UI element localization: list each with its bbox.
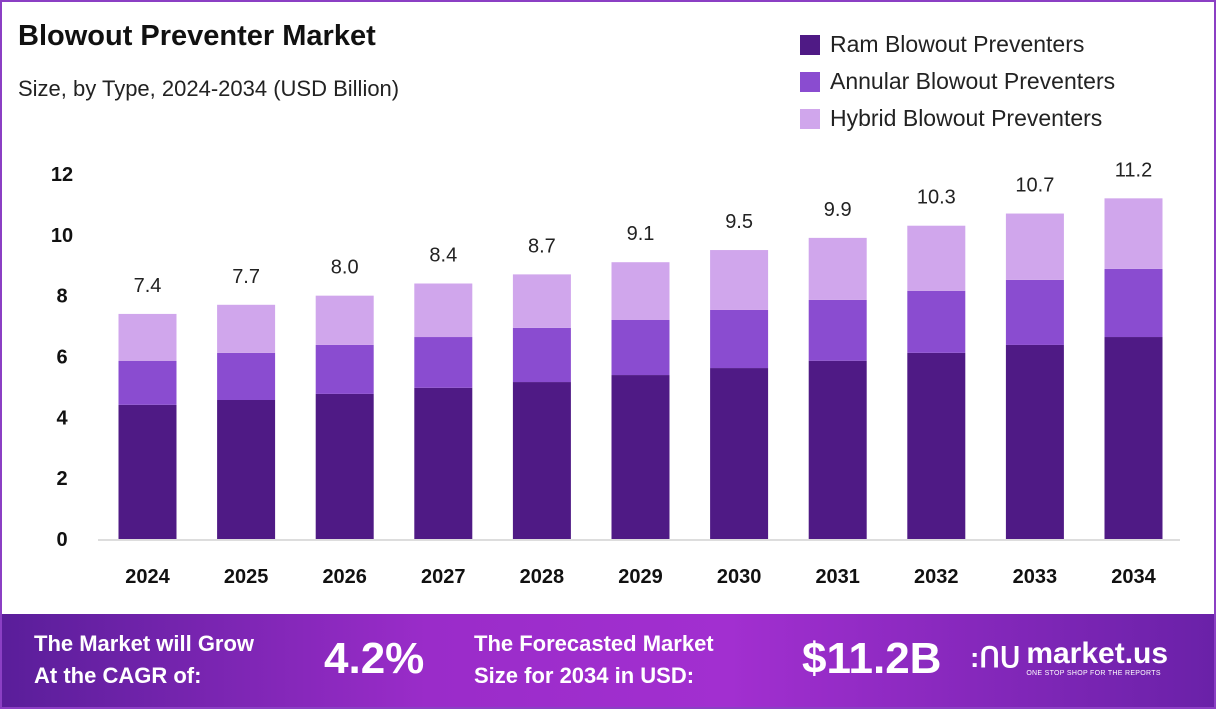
bar-segment-hybrid — [907, 225, 966, 291]
forecast-value: $11.2B — [802, 634, 942, 683]
bar-segment-hybrid — [414, 283, 473, 338]
y-tick-label: 8 — [56, 286, 67, 308]
bar-segment-hybrid — [217, 304, 276, 353]
x-tick-label: 2033 — [1013, 566, 1058, 588]
y-tick-label: 2 — [56, 468, 67, 490]
bar-total-label: 8.4 — [429, 245, 457, 267]
y-tick-label: 6 — [56, 347, 67, 369]
bar-segment-ram — [611, 375, 670, 539]
bar-chart: 0 2 4 6 8 10 12 7.4 2024 7.7 2025 8.0 2026 8.4 2027 8.7… — [51, 159, 1180, 588]
bar-segment-hybrid — [808, 237, 867, 300]
y-tick-label: 12 — [51, 164, 73, 186]
bar-segment-hybrid — [611, 262, 670, 320]
forecast-label-line1: The Forecasted Market — [474, 631, 714, 656]
cagr-label-line1: The Market will Grow — [34, 631, 255, 656]
bar-total-label: 9.9 — [824, 199, 852, 221]
bar-segment-hybrid — [1005, 213, 1064, 280]
bar-segment-annular — [1104, 268, 1163, 338]
x-tick-label: 2026 — [322, 566, 367, 588]
bar-segment-ram — [217, 399, 276, 539]
legend-label: Annular Blowout Preventers — [830, 68, 1116, 94]
bar-segment-ram — [1104, 337, 1163, 539]
x-tick-label: 2027 — [421, 566, 466, 588]
bar-segment-ram — [907, 352, 966, 539]
x-tick-label: 2028 — [520, 566, 565, 588]
y-tick-label: 4 — [56, 407, 68, 429]
bar-segment-annular — [118, 360, 177, 405]
bar-total-label: 9.1 — [627, 223, 655, 245]
chart-title: Blowout Preventer Market — [18, 20, 376, 52]
logo-icon: :ՈՍ — [970, 642, 1021, 673]
legend-item-hybrid: Hybrid Blowout Preventers — [800, 100, 1115, 137]
bar-segment-ram — [512, 382, 571, 539]
bar-total-label: 7.4 — [134, 275, 162, 297]
y-tick-label: 10 — [51, 225, 73, 247]
legend: Ram Blowout Preventers Annular Blowout P… — [800, 26, 1115, 137]
bar-segment-annular — [907, 290, 966, 353]
bar-segment-annular — [217, 352, 276, 400]
bar-segment-ram — [808, 360, 867, 539]
legend-swatch-ram — [800, 34, 820, 55]
bar-segment-annular — [512, 327, 571, 383]
chart-subtitle: Size, by Type, 2024-2034 (USD Billion) — [18, 76, 400, 101]
logo-name: market.us — [1026, 637, 1169, 670]
summary-banner: The Market will Grow At the CAGR of: 4.2… — [2, 614, 1214, 707]
bar-total-label: 10.3 — [917, 187, 956, 209]
legend-item-ram: Ram Blowout Preventers — [800, 26, 1115, 63]
bar-segment-hybrid — [118, 313, 177, 361]
bar-total-label: 8.7 — [528, 235, 556, 257]
bar-segment-ram — [315, 393, 374, 539]
bar-segment-ram — [1005, 344, 1064, 539]
cagr-label: The Market will Grow At the CAGR of: — [34, 628, 254, 692]
bar-total-label: 11.2 — [1115, 159, 1152, 181]
bar-segment-hybrid — [1104, 198, 1163, 269]
legend-item-annular: Annular Blowout Preventers — [800, 63, 1115, 100]
bar-total-label: 8.0 — [331, 257, 359, 279]
y-tick-label: 0 — [56, 529, 67, 551]
bar-segment-annular — [710, 309, 769, 369]
bar-total-label: 7.7 — [232, 266, 260, 288]
bar-segment-annular — [315, 344, 374, 394]
cagr-value: 4.2% — [324, 634, 425, 683]
x-tick-label: 2031 — [815, 566, 860, 588]
bar-segment-hybrid — [315, 295, 374, 345]
bar-segment-annular — [611, 320, 670, 376]
x-tick-label: 2029 — [618, 566, 663, 588]
x-tick-label: 2030 — [717, 566, 762, 588]
bar-segment-annular — [414, 337, 473, 388]
bar-segment-hybrid — [512, 274, 571, 328]
x-tick-label: 2024 — [125, 566, 170, 588]
forecast-label: The Forecasted Market Size for 2034 in U… — [474, 628, 714, 692]
legend-swatch-annular — [800, 71, 820, 92]
bar-segment-hybrid — [710, 250, 769, 310]
x-tick-label: 2034 — [1111, 566, 1156, 588]
bar-total-label: 10.7 — [1015, 175, 1054, 197]
bar-segment-ram — [710, 368, 769, 539]
forecast-label-line2: Size for 2034 in USD: — [474, 663, 695, 688]
bar-total-label: 9.5 — [725, 211, 753, 233]
bar-segment-annular — [1005, 279, 1064, 345]
legend-label: Hybrid Blowout Preventers — [830, 105, 1103, 131]
legend-swatch-hybrid — [800, 108, 820, 129]
bar-segment-annular — [808, 299, 867, 361]
cagr-label-line2: At the CAGR of: — [34, 663, 202, 688]
bar-segment-ram — [414, 387, 473, 539]
legend-label: Ram Blowout Preventers — [830, 31, 1085, 57]
market-us-logo: :ՈՍ market.us ONE STOP SHOP FOR THE REPO… — [970, 637, 1169, 678]
logo-tagline: ONE STOP SHOP FOR THE REPORTS — [1026, 670, 1161, 677]
x-tick-label: 2025 — [224, 566, 269, 588]
bar-segment-ram — [118, 404, 177, 539]
x-tick-label: 2032 — [914, 566, 959, 588]
